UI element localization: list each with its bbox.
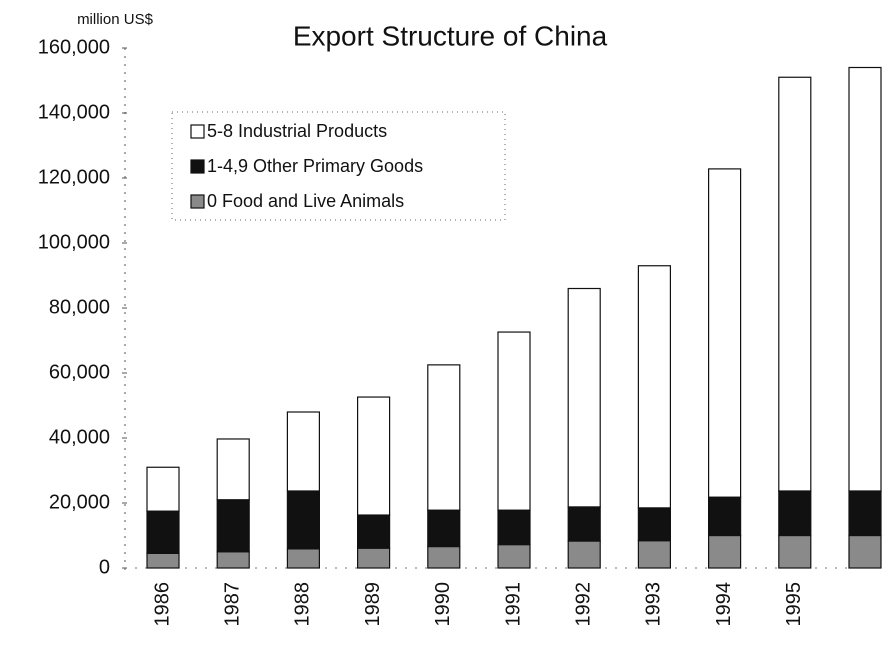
bar-segment [707,496,742,537]
bar-segment [707,534,742,569]
bar-segment [427,545,461,569]
bar-segment [567,287,601,508]
bar-segment [497,543,531,569]
y-tick-label: 120,000 [38,166,110,188]
x-tick-label: 1992 [572,582,594,627]
bar-segment [286,411,320,492]
bar-segment [497,331,531,511]
x-tick-label: 1986 [151,582,173,627]
bar-segment [848,534,882,569]
legend-swatch [190,159,205,174]
x-tick-label: 1989 [362,582,384,627]
y-axis-label: million US$ [77,11,154,28]
y-tick-label: 100,000 [38,231,110,253]
legend-swatch [190,124,205,139]
bar-segment [357,547,391,569]
y-tick-label: 140,000 [38,101,110,123]
bar-segment [427,509,461,548]
bar-segment [637,507,672,542]
x-tick-label: 1990 [432,582,454,627]
chart-title: Export Structure of China [293,20,608,51]
x-tick-label: 1991 [502,582,524,627]
legend-label: 0 Food and Live Animals [207,191,404,211]
bar-segment [778,490,812,537]
bar-segment [357,514,391,549]
y-tick-label: 60,000 [49,361,110,383]
bar-segment [146,552,180,569]
bar-segment [216,551,250,569]
bar-segment [427,364,461,511]
bar-segment [848,66,882,492]
bar-segment [216,499,250,553]
bar-segment [637,265,672,509]
y-tick-label: 20,000 [49,491,110,513]
y-tick-label: 160,000 [38,36,110,58]
x-tick-label: 1994 [713,582,735,627]
x-tick-label: 1995 [783,582,805,627]
bar-segment [286,548,320,569]
bar-segment [778,76,812,492]
bar-segment [778,534,812,569]
y-tick-label: 0 [99,556,110,578]
legend-label: 5-8 Industrial Products [207,121,387,141]
y-tick-label: 80,000 [49,296,110,318]
x-tick-label: 1988 [292,582,314,627]
bar-segment [848,490,882,537]
bar-segment [146,510,180,554]
bar-segment [637,540,672,569]
bar-segment [567,540,601,569]
x-tick-label: 1987 [221,582,243,627]
bar-segment [497,509,531,546]
x-tick-label: 1993 [643,582,665,627]
bar-segment [286,490,320,550]
legend-label: 1-4,9 Other Primary Goods [207,156,423,176]
bar-segment [567,506,601,542]
bar-segment [146,466,180,512]
bar-segment [216,438,250,501]
y-tick-label: 40,000 [49,426,110,448]
bar-segment [707,168,742,498]
bar-segment [357,396,391,516]
legend-swatch [190,194,205,209]
